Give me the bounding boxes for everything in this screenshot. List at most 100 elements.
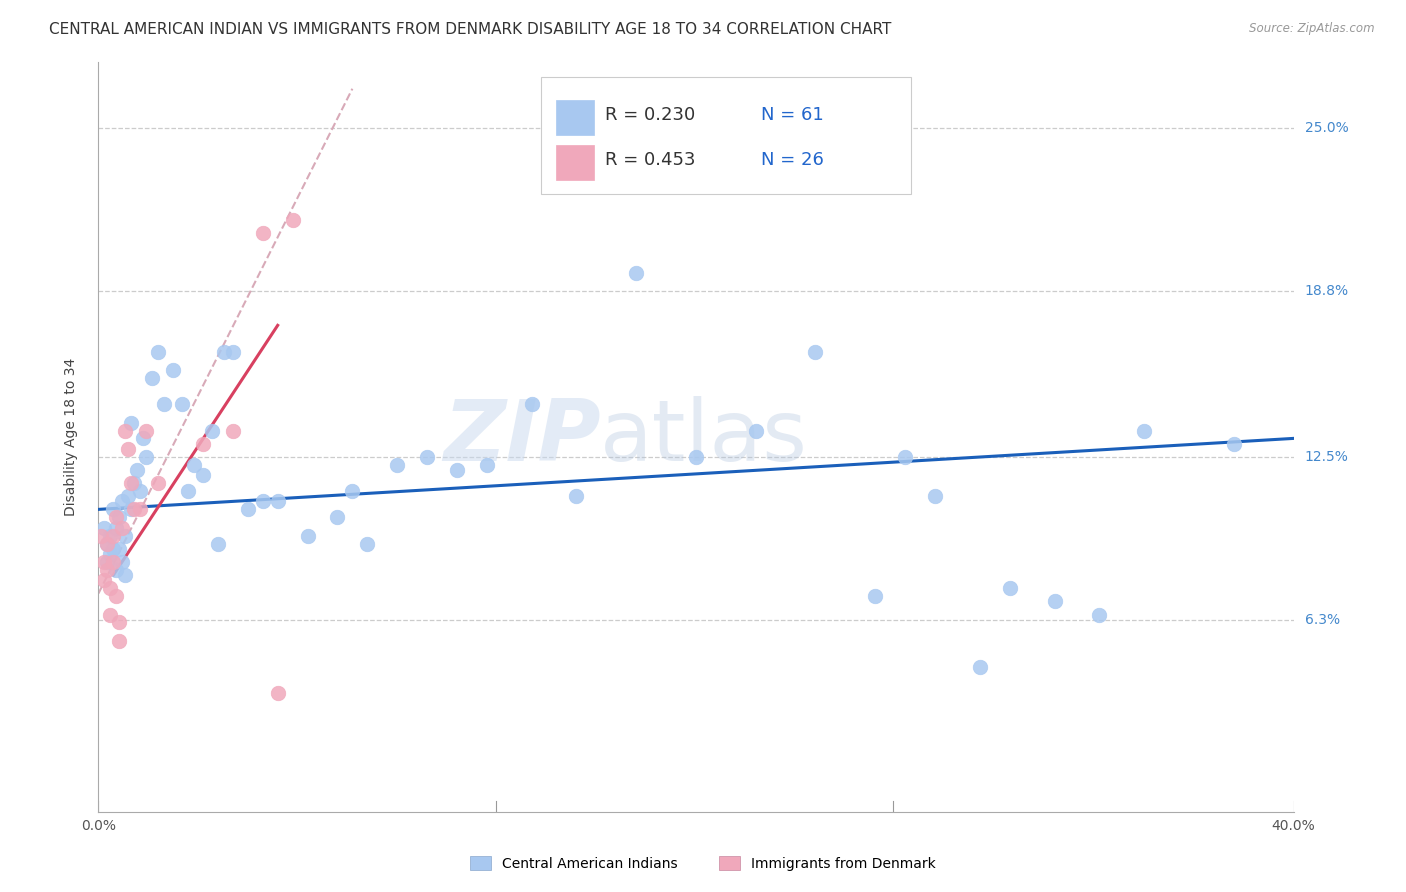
Legend: Central American Indians, Immigrants from Denmark: Central American Indians, Immigrants fro… xyxy=(464,850,942,876)
Point xyxy=(222,424,245,438)
Point xyxy=(96,536,118,550)
Point xyxy=(120,416,142,430)
Point xyxy=(93,555,115,569)
Point xyxy=(201,424,224,438)
Point xyxy=(267,686,290,700)
Point xyxy=(103,529,125,543)
Point xyxy=(103,541,125,556)
Point xyxy=(90,529,112,543)
Point xyxy=(135,450,157,464)
Point xyxy=(111,555,134,569)
Point xyxy=(191,468,214,483)
Point xyxy=(172,397,194,411)
Point xyxy=(153,397,176,411)
Point xyxy=(326,510,349,524)
Point xyxy=(177,483,200,498)
Point xyxy=(111,521,134,535)
Point xyxy=(96,536,118,550)
FancyBboxPatch shape xyxy=(541,78,911,194)
Point xyxy=(98,529,122,543)
Point xyxy=(998,581,1021,595)
Point xyxy=(124,476,146,491)
Point xyxy=(191,436,214,450)
Point xyxy=(297,529,319,543)
Point xyxy=(520,397,543,411)
Point xyxy=(103,502,125,516)
Point xyxy=(446,463,468,477)
Text: N = 26: N = 26 xyxy=(761,151,824,169)
Point xyxy=(120,476,142,491)
Point xyxy=(1223,436,1246,450)
Point xyxy=(894,450,917,464)
Point xyxy=(236,502,259,516)
Bar xyxy=(557,145,595,180)
Point xyxy=(105,563,128,577)
Point xyxy=(865,589,887,603)
Point xyxy=(385,458,409,472)
Point xyxy=(252,494,274,508)
Point xyxy=(117,489,139,503)
Point xyxy=(108,541,131,556)
Point xyxy=(98,607,122,622)
Point xyxy=(924,489,946,503)
Point xyxy=(108,615,131,630)
Point xyxy=(222,344,245,359)
Point xyxy=(114,568,136,582)
Point xyxy=(969,660,991,674)
Point xyxy=(111,494,134,508)
Y-axis label: Disability Age 18 to 34: Disability Age 18 to 34 xyxy=(63,358,77,516)
Point xyxy=(105,521,128,535)
Point xyxy=(416,450,439,464)
Point xyxy=(148,344,170,359)
Point xyxy=(475,458,498,472)
Point xyxy=(162,363,184,377)
Text: 25.0%: 25.0% xyxy=(1305,121,1348,136)
Text: N = 61: N = 61 xyxy=(761,106,824,124)
Point xyxy=(93,574,115,588)
Point xyxy=(565,489,588,503)
Point xyxy=(804,344,827,359)
Text: Source: ZipAtlas.com: Source: ZipAtlas.com xyxy=(1250,22,1375,36)
Point xyxy=(281,213,304,227)
Point xyxy=(1088,607,1111,622)
Point xyxy=(108,510,131,524)
Point xyxy=(105,589,128,603)
Text: 18.8%: 18.8% xyxy=(1305,285,1348,298)
Point xyxy=(129,502,152,516)
Text: CENTRAL AMERICAN INDIAN VS IMMIGRANTS FROM DENMARK DISABILITY AGE 18 TO 34 CORRE: CENTRAL AMERICAN INDIAN VS IMMIGRANTS FR… xyxy=(49,22,891,37)
Point xyxy=(103,555,125,569)
Point xyxy=(98,581,122,595)
Point xyxy=(1133,424,1156,438)
Bar xyxy=(557,101,595,136)
Point xyxy=(96,563,118,577)
Point xyxy=(356,536,378,550)
Point xyxy=(252,227,274,241)
Text: 12.5%: 12.5% xyxy=(1305,450,1348,464)
Text: 6.3%: 6.3% xyxy=(1305,613,1340,627)
Point xyxy=(117,442,139,456)
Point xyxy=(267,494,290,508)
Point xyxy=(120,502,142,516)
Text: R = 0.453: R = 0.453 xyxy=(605,151,696,169)
Text: 40.0%: 40.0% xyxy=(1271,819,1316,832)
Point xyxy=(96,555,118,569)
Point xyxy=(98,547,122,561)
Point xyxy=(132,431,155,445)
Point xyxy=(148,476,170,491)
Point xyxy=(745,424,768,438)
Point xyxy=(114,424,136,438)
Text: ZIP: ZIP xyxy=(443,395,600,479)
Point xyxy=(114,529,136,543)
Text: atlas: atlas xyxy=(600,395,808,479)
Point xyxy=(212,344,235,359)
Point xyxy=(135,424,157,438)
Point xyxy=(124,502,146,516)
Text: 0.0%: 0.0% xyxy=(82,819,115,832)
Text: R = 0.230: R = 0.230 xyxy=(605,106,696,124)
Point xyxy=(183,458,205,472)
Point xyxy=(342,483,364,498)
Point xyxy=(685,450,707,464)
Point xyxy=(105,510,128,524)
Point xyxy=(1043,594,1066,608)
Point xyxy=(129,483,152,498)
